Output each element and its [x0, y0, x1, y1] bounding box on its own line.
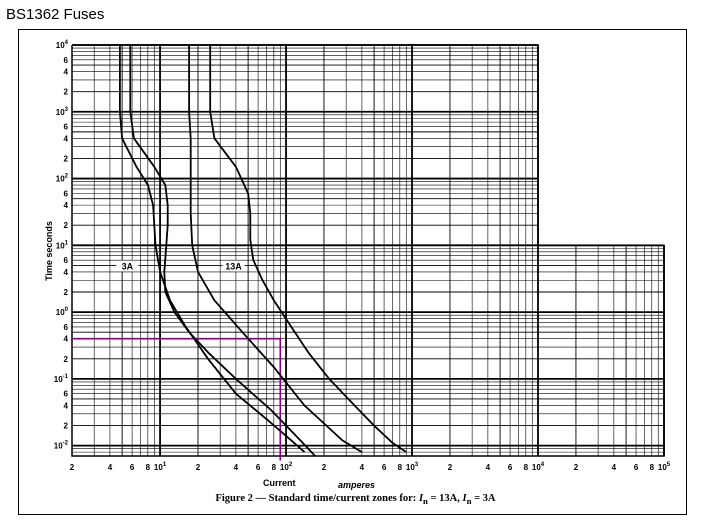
x-tick-label: 105	[658, 462, 671, 472]
plot-border	[71, 44, 665, 457]
y-tick-label: 4	[64, 134, 69, 143]
x-tick-label: 6	[130, 463, 135, 472]
y-tick-label: 104	[56, 40, 69, 50]
y-tick-label: 2	[64, 288, 69, 297]
y-tick-label: 2	[64, 422, 69, 431]
x-tick-label: 6	[256, 463, 261, 472]
x-tick-label: 8	[272, 463, 277, 472]
x-tick-label: 4	[360, 463, 365, 472]
curve-3a	[119, 45, 306, 453]
y-tick-label: 4	[64, 201, 69, 210]
annotation-line	[72, 337, 282, 461]
x-tick-label: 104	[532, 462, 545, 472]
x-tick-label: 6	[508, 463, 513, 472]
series-label-13a: 13A	[225, 261, 242, 271]
y-tick-label: 4	[64, 268, 69, 277]
x-tick-label: 4	[486, 463, 491, 472]
figure-caption: Figure 2 — Standard time/current zones f…	[0, 493, 711, 506]
x-tick-label: 101	[154, 462, 167, 472]
y-tick-label: 2	[64, 154, 69, 163]
y-axis-label: Time seconds	[44, 221, 54, 281]
x-tick-label: 8	[146, 463, 151, 472]
x-axis-label-current: Current	[263, 478, 296, 488]
y-tick-label: 6	[64, 189, 69, 198]
y-tick-label: 10-2	[54, 441, 69, 451]
series-label-3a: 3A	[122, 261, 134, 271]
x-tick-label: 103	[406, 462, 419, 472]
y-tick-label: 6	[64, 56, 69, 65]
x-tick-label: 4	[108, 463, 113, 472]
label-bg	[222, 260, 245, 272]
caption-in-symbol-2: I	[462, 493, 467, 504]
y-tick-label: 102	[56, 174, 69, 184]
x-tick-label: 2	[448, 463, 453, 472]
y-tick-label: 100	[56, 307, 69, 317]
label-bg	[116, 260, 139, 272]
curve-3a	[129, 45, 316, 457]
curve-13a	[188, 45, 363, 453]
y-tick-label: 103	[56, 107, 69, 117]
y-tick-label: 6	[64, 323, 69, 332]
caption-in-sub: n	[423, 496, 428, 507]
x-tick-label: 4	[234, 463, 239, 472]
x-tick-label: 8	[524, 463, 529, 472]
x-axis-label-amperes: amperes	[338, 480, 375, 490]
y-tick-label: 6	[64, 390, 69, 399]
caption-in-symbol: I	[418, 493, 424, 504]
x-tick-label: 4	[612, 463, 617, 472]
y-tick-label: 6	[64, 256, 69, 265]
x-tick-label: 102	[280, 462, 293, 472]
caption-rated-13a: = 13A,	[427, 493, 463, 504]
x-tick-label: 2	[322, 463, 327, 472]
x-tick-label: 8	[650, 463, 655, 472]
y-tick-label: 4	[64, 68, 69, 77]
x-tick-label: 2	[70, 463, 75, 472]
x-tick-label: 6	[382, 463, 387, 472]
y-tick-label: 10-1	[54, 374, 69, 384]
y-tick-label: 2	[64, 88, 69, 97]
x-tick-label: 8	[398, 463, 403, 472]
caption-rated-3a: = 3A	[471, 493, 496, 504]
x-tick-label: 6	[634, 463, 639, 472]
caption-in-sub-2: n	[466, 496, 472, 507]
y-tick-label: 101	[56, 240, 69, 250]
y-tick-label: 4	[64, 335, 69, 344]
y-tick-label: 2	[64, 355, 69, 364]
y-tick-label: 6	[64, 123, 69, 132]
y-tick-label: 4	[64, 401, 69, 410]
caption-lead: Figure 2 — Standard time/current zones f…	[215, 493, 419, 504]
x-tick-label: 2	[574, 463, 579, 472]
curve-13a	[209, 45, 407, 453]
blank-region	[539, 44, 667, 245]
x-tick-label: 2	[196, 463, 201, 472]
y-tick-label: 2	[64, 221, 69, 230]
page-title: BS1362 Fuses	[6, 6, 105, 23]
